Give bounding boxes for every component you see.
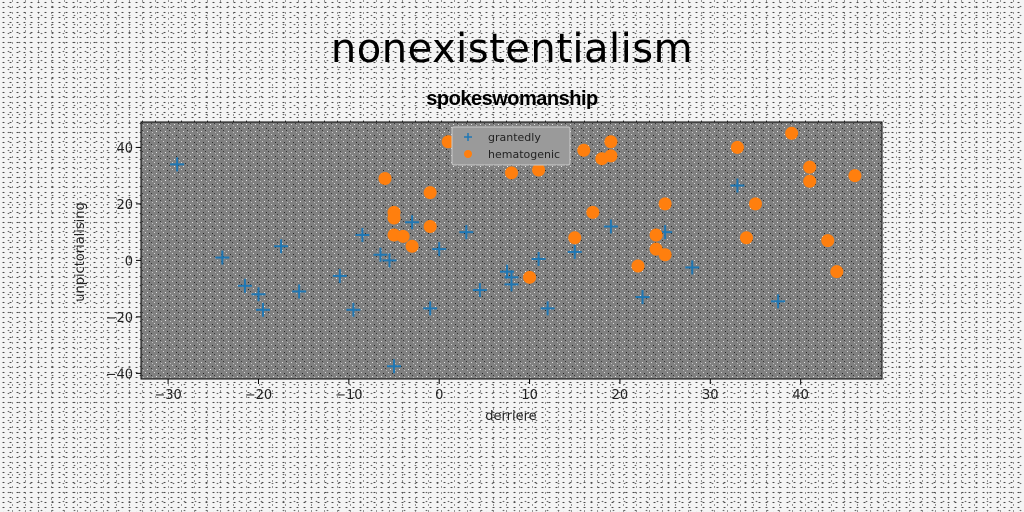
data-point-hematogenic — [523, 270, 537, 284]
x-tick-label: −20 — [245, 388, 272, 403]
data-point-grantedly — [405, 215, 420, 230]
legend-marker-hematogenic — [464, 150, 472, 158]
data-point-hematogenic — [830, 265, 844, 279]
data-point-grantedly — [332, 268, 347, 283]
data-point-grantedly — [237, 278, 252, 293]
x-tick-label: 40 — [792, 388, 809, 403]
chart-title: spokeswomanship — [426, 88, 598, 110]
data-point-hematogenic — [821, 234, 835, 248]
data-point-grantedly — [531, 251, 546, 266]
data-point-grantedly — [346, 302, 361, 317]
data-point-grantedly — [603, 219, 618, 234]
data-point-hematogenic — [387, 211, 401, 225]
data-point-hematogenic — [586, 205, 600, 219]
data-point-hematogenic — [848, 169, 862, 183]
data-point-grantedly — [504, 277, 519, 292]
data-point-hematogenic — [441, 135, 455, 149]
data-point-hematogenic — [803, 174, 817, 188]
data-point-hematogenic — [423, 219, 437, 233]
data-point-grantedly — [423, 301, 438, 316]
data-point-grantedly — [540, 301, 555, 316]
x-tick-label: 20 — [612, 388, 629, 403]
data-point-hematogenic — [568, 231, 582, 245]
data-point-grantedly — [355, 227, 370, 242]
x-tick-label: −30 — [154, 388, 181, 403]
data-point-hematogenic — [748, 197, 762, 211]
y-axis: −40 −20 0 20 40 — [106, 141, 141, 382]
legend-label-grantedly: grantedly — [488, 131, 541, 144]
data-point-hematogenic — [532, 163, 546, 177]
data-point-grantedly — [251, 287, 266, 302]
x-tick-label: 0 — [435, 388, 443, 403]
data-points — [170, 126, 862, 374]
data-point-hematogenic — [803, 160, 817, 174]
data-point-hematogenic — [658, 248, 672, 262]
figure-title: nonexistentialism — [330, 26, 694, 72]
legend-label-hematogenic: hematogenic — [488, 148, 560, 161]
data-point-grantedly — [274, 239, 289, 254]
x-axis-label: derriere — [485, 409, 536, 424]
data-point-grantedly — [373, 247, 388, 262]
legend-box — [451, 126, 571, 166]
data-point-hematogenic — [730, 140, 744, 154]
data-point-hematogenic — [785, 126, 799, 140]
data-point-hematogenic — [739, 231, 753, 245]
data-point-grantedly — [459, 225, 474, 240]
data-point-hematogenic — [604, 149, 618, 163]
data-point-hematogenic — [631, 259, 645, 273]
data-point-grantedly — [685, 260, 700, 275]
data-point-grantedly — [635, 290, 650, 305]
data-point-hematogenic — [658, 197, 672, 211]
data-point-hematogenic — [505, 166, 518, 180]
data-point-hematogenic — [405, 239, 419, 253]
x-tick-label: 10 — [521, 388, 538, 403]
data-point-hematogenic — [396, 229, 410, 243]
data-point-hematogenic — [649, 228, 663, 242]
legend: grantedly hematogenic — [451, 126, 571, 166]
y-tick-label: 40 — [116, 141, 133, 156]
data-point-hematogenic — [378, 171, 392, 185]
data-point-grantedly — [472, 283, 487, 298]
data-point-grantedly — [292, 284, 307, 299]
data-point-hematogenic — [423, 186, 437, 200]
data-point-grantedly — [215, 250, 230, 265]
data-point-grantedly — [255, 302, 270, 317]
data-point-grantedly — [432, 242, 447, 257]
data-point-hematogenic — [577, 143, 591, 157]
x-tick-label: 30 — [702, 388, 719, 403]
y-axis-label: unpictorialising — [73, 202, 88, 302]
y-tick-label: 20 — [116, 198, 133, 213]
data-point-grantedly — [567, 244, 582, 259]
data-point-grantedly — [771, 294, 786, 309]
y-tick-label: −40 — [106, 367, 133, 382]
y-tick-label: −20 — [106, 311, 133, 326]
data-point-hematogenic — [604, 135, 618, 149]
data-point-grantedly — [382, 253, 397, 268]
data-point-grantedly — [170, 157, 185, 172]
data-point-grantedly — [387, 359, 402, 374]
x-tick-label: −10 — [335, 388, 362, 403]
y-tick-label: 0 — [125, 254, 133, 269]
x-axis: −30 −20 −10 0 10 20 30 40 — [154, 379, 809, 403]
data-point-grantedly — [730, 178, 745, 193]
